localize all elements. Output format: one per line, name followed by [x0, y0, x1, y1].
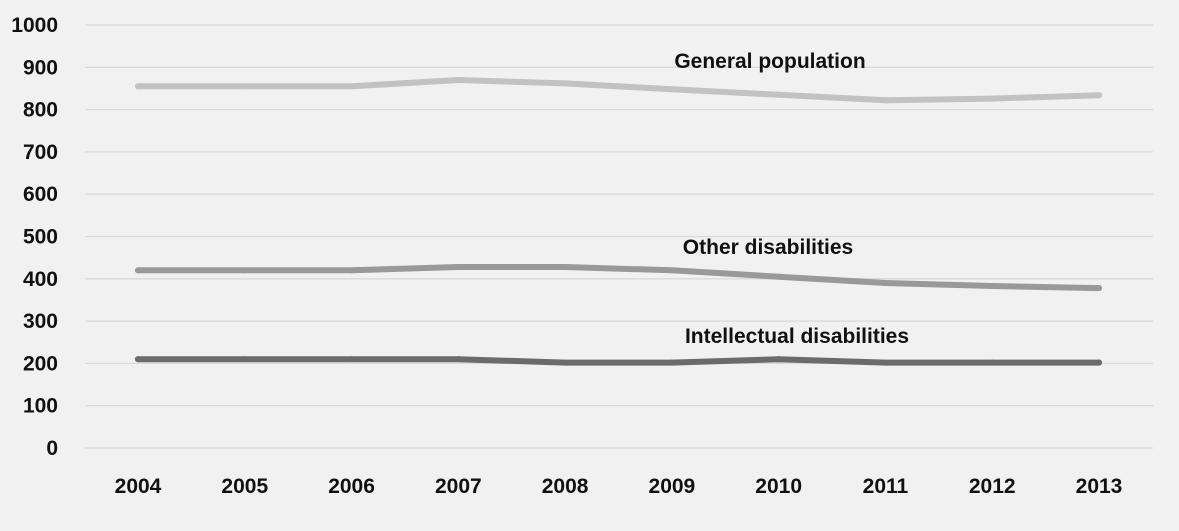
x-axis-ticks: 2004 2005 2006 2007 2008 2009 2010 2011 2012 2013 — [115, 475, 1123, 498]
series-line-0 — [135, 77, 1102, 104]
y-tick-label: 300 — [23, 310, 58, 333]
x-tick-label: 2010 — [755, 475, 802, 498]
data-point — [455, 263, 462, 270]
series-label: Intellectual disabilities — [685, 325, 909, 348]
x-tick-label: 2008 — [542, 475, 589, 498]
data-point — [241, 267, 248, 274]
y-axis-ticks: 0 100 200 300 400 500 600 700 800 900 1000 — [11, 14, 58, 460]
data-point — [989, 282, 996, 289]
data-point — [348, 267, 355, 274]
data-point — [775, 273, 782, 280]
data-point — [562, 80, 569, 87]
data-point — [135, 83, 141, 90]
series-label: Other disabilities — [683, 236, 853, 259]
data-point — [455, 356, 462, 363]
data-point — [241, 356, 248, 363]
x-tick-label: 2007 — [435, 475, 482, 498]
x-tick-label: 2006 — [328, 475, 375, 498]
x-tick-label: 2011 — [863, 475, 909, 498]
data-point — [882, 97, 889, 104]
y-tick-label: 200 — [23, 352, 58, 375]
series-line-2 — [135, 356, 1102, 366]
data-point — [348, 356, 355, 363]
data-point — [135, 267, 141, 274]
data-point — [882, 280, 889, 287]
data-point — [989, 359, 996, 366]
x-tick-label: 2005 — [221, 475, 268, 498]
y-tick-label: 400 — [23, 268, 58, 291]
y-tick-label: 100 — [23, 395, 58, 418]
data-point — [241, 83, 248, 90]
data-point — [562, 359, 569, 366]
data-point — [1096, 285, 1102, 292]
x-tick-label: 2012 — [969, 475, 1016, 498]
data-point — [775, 91, 782, 98]
y-tick-label: 700 — [23, 141, 58, 164]
data-point — [668, 267, 675, 274]
data-point — [135, 356, 141, 363]
data-point — [882, 359, 889, 366]
data-point — [455, 76, 462, 83]
data-point — [668, 86, 675, 93]
y-tick-label: 500 — [23, 226, 58, 249]
series-line-1 — [135, 264, 1102, 292]
series-label: General population — [674, 50, 865, 73]
data-point — [1096, 359, 1102, 366]
y-tick-label: 800 — [23, 99, 58, 122]
series-lines — [135, 76, 1102, 366]
y-tick-label: 600 — [23, 183, 58, 206]
data-point — [348, 83, 355, 90]
x-tick-label: 2004 — [115, 475, 162, 498]
y-tick-label: 1000 — [11, 14, 58, 37]
data-point — [562, 263, 569, 270]
y-tick-label: 900 — [23, 56, 58, 79]
y-tick-label: 0 — [46, 437, 58, 460]
data-point — [1096, 92, 1102, 99]
series-labels: General population Other disabilities Inte… — [674, 50, 909, 348]
data-point — [668, 359, 675, 366]
x-tick-label: 2013 — [1076, 475, 1123, 498]
data-point — [989, 95, 996, 102]
x-tick-label: 2009 — [649, 475, 696, 498]
gridlines — [85, 24, 1153, 449]
data-point — [775, 356, 782, 363]
